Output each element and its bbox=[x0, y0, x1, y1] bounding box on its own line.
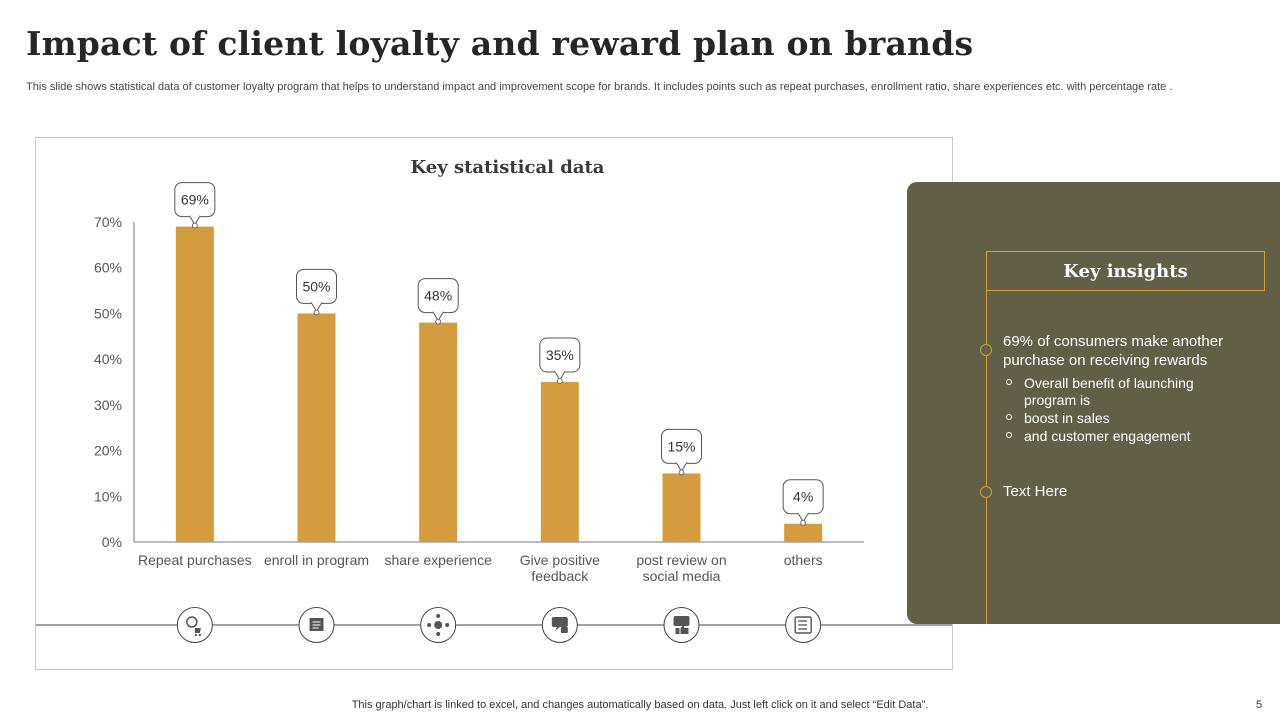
insight-main-text: 69% of consumers make another purchase o… bbox=[1003, 333, 1224, 369]
page-title: Impact of client loyalty and reward plan… bbox=[26, 24, 974, 63]
insight-sub-label: Overall benefit of launching program is bbox=[1024, 375, 1194, 408]
insight-sub-label: boost in sales bbox=[1024, 410, 1110, 426]
timeline-dot-2 bbox=[980, 486, 992, 498]
insight-sub-item: and customer engagement bbox=[1006, 428, 1244, 445]
bullet-circle-icon bbox=[1006, 432, 1012, 438]
key-insights-panel bbox=[907, 182, 1280, 624]
timeline-dot-1 bbox=[980, 344, 992, 356]
footer-note: This graph/chart is linked to excel, and… bbox=[351, 699, 929, 711]
timeline-line bbox=[986, 291, 987, 624]
page-subtitle: This slide shows statistical data of cus… bbox=[26, 81, 1173, 93]
insight-sub-label: and customer engagement bbox=[1024, 428, 1191, 444]
insight-secondary-text: Text Here bbox=[1003, 483, 1068, 500]
insight-sub-item: boost in sales bbox=[1006, 410, 1244, 427]
chart-title: Key statistical data bbox=[410, 157, 605, 178]
chart-frame[interactable] bbox=[35, 137, 953, 670]
bullet-circle-icon bbox=[1006, 414, 1012, 420]
page-number: 5 bbox=[1256, 699, 1263, 711]
insights-header: Key insights bbox=[986, 251, 1265, 291]
bullet-circle-icon bbox=[1006, 379, 1012, 385]
insight-sub-item: Overall benefit of launching program is bbox=[1006, 375, 1244, 409]
